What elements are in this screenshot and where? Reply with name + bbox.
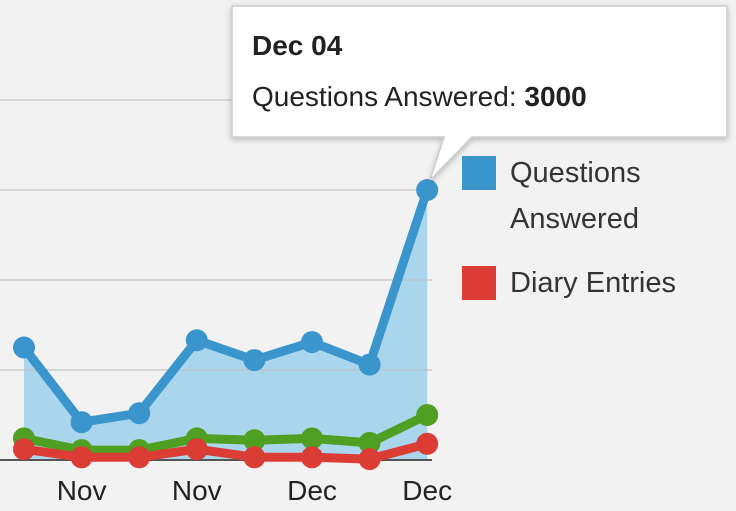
tooltip-label: Questions Answered: bbox=[252, 81, 517, 112]
point bbox=[70, 411, 93, 434]
point bbox=[185, 438, 208, 461]
point bbox=[301, 331, 323, 354]
x-tick-label: Nov bbox=[57, 475, 107, 506]
point bbox=[13, 438, 35, 461]
point bbox=[128, 402, 151, 425]
point bbox=[243, 349, 266, 372]
point bbox=[301, 427, 323, 450]
tooltip: Dec 04 Questions Answered: 3000 bbox=[231, 5, 728, 181]
legend: Questions Answered Diary Entries bbox=[462, 150, 677, 306]
point bbox=[128, 446, 151, 469]
point bbox=[185, 329, 208, 352]
legend-swatch bbox=[462, 266, 496, 300]
x-tick-label: Dec bbox=[402, 475, 452, 506]
tooltip-box bbox=[231, 5, 728, 181]
tooltip-title: Dec 04 bbox=[252, 30, 343, 61]
tooltip-line: Questions Answered: 3000 bbox=[252, 81, 587, 112]
area bbox=[24, 190, 428, 460]
x-tick-label: Dec bbox=[287, 475, 337, 506]
point bbox=[358, 353, 381, 376]
point bbox=[301, 446, 323, 469]
point bbox=[416, 432, 439, 455]
point bbox=[358, 448, 381, 471]
legend-label: Diary Entries bbox=[510, 267, 676, 299]
point bbox=[243, 429, 266, 452]
legend-label: Questions Answered bbox=[510, 157, 641, 235]
point bbox=[358, 431, 381, 454]
point bbox=[416, 404, 439, 426]
x-tick-label: Nov bbox=[172, 475, 222, 506]
point bbox=[416, 179, 439, 201]
legend-entry: Diary Entries bbox=[462, 260, 677, 306]
point bbox=[13, 336, 35, 359]
tooltip-value: 3000 bbox=[524, 81, 586, 112]
legend-entry: Questions Answered bbox=[462, 150, 677, 242]
point bbox=[243, 446, 266, 469]
legend-swatch bbox=[462, 156, 496, 190]
point bbox=[70, 446, 93, 469]
